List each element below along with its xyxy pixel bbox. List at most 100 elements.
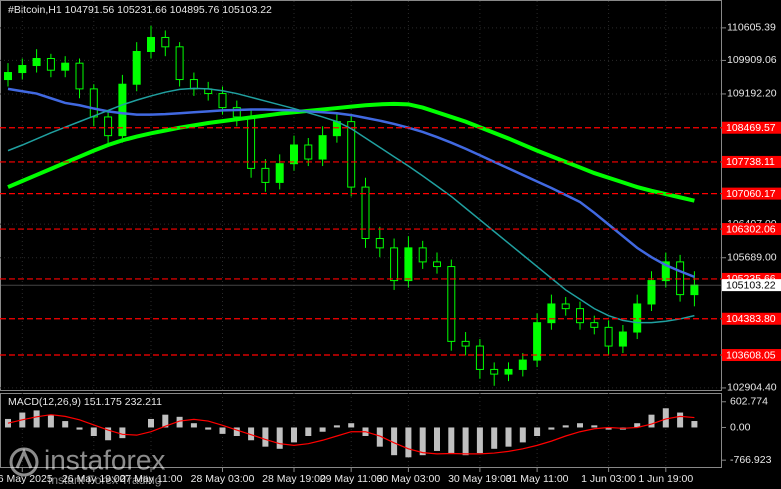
macd-bar (505, 427, 512, 447)
macd-bar (233, 427, 240, 437)
macd-bar (90, 427, 97, 437)
level-label: 107060.17 (726, 188, 776, 200)
candle-body (189, 79, 198, 90)
macd-bar (634, 423, 641, 428)
macd-bar (434, 427, 440, 451)
macd-bar (605, 427, 612, 430)
candle-body (433, 261, 441, 268)
level-label-bg (722, 155, 781, 168)
macd-bar (648, 414, 655, 428)
macd-bar (548, 427, 555, 430)
candle-body (690, 284, 699, 296)
level-label: 107738.11 (726, 156, 775, 168)
macd-bar (348, 423, 355, 428)
x-tick-label: 26 May 19:00 (62, 473, 126, 485)
macd-title: MACD(12,26,9) 151.175 232.211 (8, 396, 162, 408)
candle-body (547, 303, 556, 324)
candle-body (390, 247, 399, 282)
candle-body (275, 163, 284, 183)
candle-body (361, 186, 370, 240)
candle-body (332, 121, 341, 137)
macd-bar (162, 414, 169, 428)
x-tick-label: 31 May 11:00 (506, 473, 569, 485)
candle-body (218, 93, 227, 109)
candle-body (161, 36, 170, 48)
macd-bar (119, 427, 126, 439)
macd-bar (262, 427, 269, 447)
x-tick-label: 30 May 03:00 (377, 473, 441, 485)
candle-body (32, 58, 41, 67)
macd-bar (291, 427, 297, 443)
macd-bar (248, 427, 255, 441)
candle-body (676, 261, 685, 296)
macd-bar (319, 427, 326, 432)
level-label-bg (722, 121, 781, 134)
candle-body (147, 36, 155, 52)
candle-body (461, 340, 470, 347)
macd-bar (219, 427, 226, 434)
macd-bar (419, 427, 426, 456)
macd-frame (0, 393, 722, 468)
candle-body (661, 261, 670, 282)
y-tick-label: 102904.40 (727, 382, 777, 394)
candle-body (290, 144, 298, 165)
x-tick-label: 26 May 2025 (0, 473, 53, 485)
candle-body (647, 280, 656, 305)
macd-bar (591, 425, 598, 428)
macd-bar (205, 427, 212, 430)
candle-body (46, 58, 55, 71)
macd-bar (148, 418, 154, 428)
macd-bar (662, 408, 669, 428)
macd-bar (5, 418, 11, 428)
x-tick-label: 27 May 11:00 (120, 473, 183, 485)
x-tick-label: 29 May 11:00 (320, 473, 383, 485)
y-tick-label: 105689.00 (727, 252, 777, 264)
candle-body (375, 238, 384, 249)
candle-body (132, 50, 141, 85)
x-tick-label: 1 Jun 03:00 (581, 473, 636, 485)
level-label-bg (722, 223, 781, 236)
watermark-logo (15, 448, 33, 469)
candle-body (475, 345, 484, 370)
macd-bar (376, 427, 383, 447)
macd-bar (305, 427, 312, 437)
main-frame (0, 0, 722, 391)
level-label-bg (722, 187, 781, 200)
candle-body (604, 326, 613, 347)
candle-body (247, 116, 256, 169)
chart-title: #Bitcoin,H1 104791.56 105231.66 104895.7… (8, 4, 272, 16)
y-tick-label: 602.774 (730, 396, 768, 408)
candle-body (89, 88, 98, 118)
macd-bar (476, 427, 483, 454)
macd-bar (462, 427, 469, 456)
watermark-tagline: Instant Forex Trading (48, 473, 161, 487)
y-tick-label: 110605.39 (727, 22, 776, 34)
candle-body (75, 62, 84, 90)
moving-average (7, 87, 695, 324)
level-label: 104383.80 (726, 313, 776, 325)
macd-bar (677, 412, 684, 428)
candle-body (490, 368, 499, 375)
watermark: instaforex Instant Forex Trading (9, 444, 165, 487)
macd-bar (62, 421, 69, 428)
macd-bar (33, 410, 40, 428)
macd-bar (47, 414, 54, 428)
current-price-bg (722, 279, 781, 292)
macd-bar (491, 427, 498, 449)
candle-body (104, 116, 113, 137)
candle-body (304, 144, 313, 160)
candle-body (18, 65, 27, 74)
macd-bar (391, 427, 398, 456)
y-tick-label: 109192.20 (727, 88, 777, 100)
candle-body (533, 322, 542, 361)
moving-average (7, 101, 695, 203)
candle-body (261, 167, 270, 183)
x-tick-label: 1 Jun 19:00 (638, 473, 693, 485)
candle-body (576, 308, 584, 324)
macd-bar (176, 416, 183, 428)
macd-bar (190, 423, 197, 428)
level-label: 108469.57 (726, 122, 776, 134)
candle-body (232, 107, 241, 118)
watermark-brand: instaforex (44, 444, 165, 475)
y-tick-label: 0.00 (730, 421, 751, 433)
